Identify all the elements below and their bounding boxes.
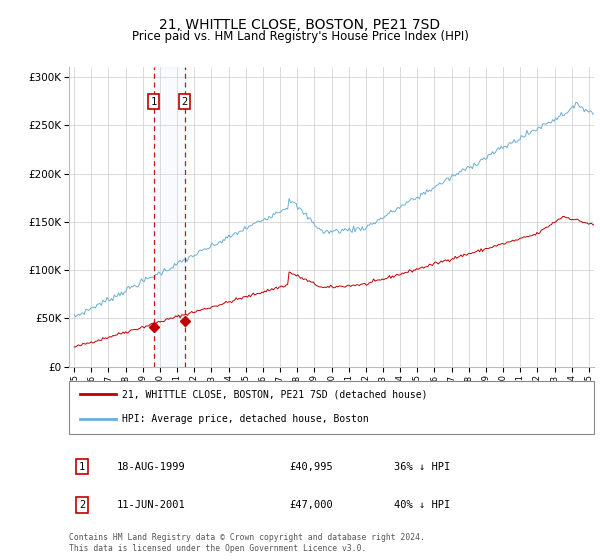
Text: 21, WHITTLE CLOSE, BOSTON, PE21 7SD: 21, WHITTLE CLOSE, BOSTON, PE21 7SD	[160, 18, 440, 32]
Text: Contains HM Land Registry data © Crown copyright and database right 2024.
This d: Contains HM Land Registry data © Crown c…	[69, 533, 425, 553]
Text: 2: 2	[79, 500, 85, 510]
Text: 2: 2	[182, 97, 188, 106]
Text: 1: 1	[79, 461, 85, 472]
Text: Price paid vs. HM Land Registry's House Price Index (HPI): Price paid vs. HM Land Registry's House …	[131, 30, 469, 43]
Text: £47,000: £47,000	[290, 500, 333, 510]
Text: £40,995: £40,995	[290, 461, 333, 472]
Text: 36% ↓ HPI: 36% ↓ HPI	[395, 461, 451, 472]
Text: 40% ↓ HPI: 40% ↓ HPI	[395, 500, 451, 510]
Text: HPI: Average price, detached house, Boston: HPI: Average price, detached house, Bost…	[121, 414, 368, 424]
FancyBboxPatch shape	[69, 381, 594, 434]
Text: 18-AUG-1999: 18-AUG-1999	[116, 461, 185, 472]
Text: 1: 1	[151, 97, 157, 106]
Bar	[154, 67, 185, 367]
Text: 21, WHITTLE CLOSE, BOSTON, PE21 7SD (detached house): 21, WHITTLE CLOSE, BOSTON, PE21 7SD (det…	[121, 389, 427, 399]
Text: 11-JUN-2001: 11-JUN-2001	[116, 500, 185, 510]
